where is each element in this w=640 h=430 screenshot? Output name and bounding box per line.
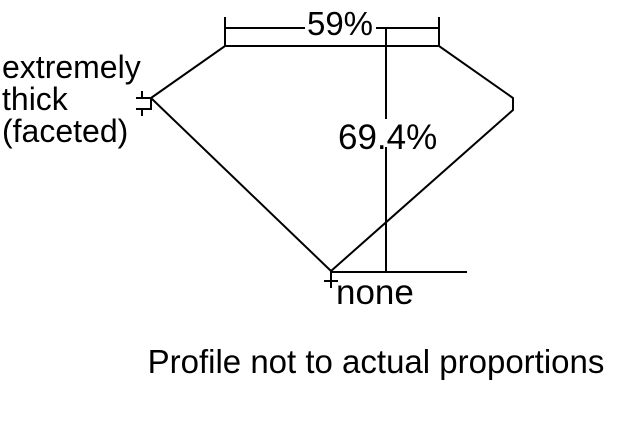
svg-text:none: none <box>336 273 414 312</box>
svg-text:thick: thick <box>2 81 69 117</box>
svg-text:extremely: extremely <box>2 49 141 85</box>
svg-text:69.4%: 69.4% <box>338 118 437 157</box>
svg-text:(faceted): (faceted) <box>2 113 128 149</box>
svg-text:Profile not to actual proporti: Profile not to actual proportions <box>148 343 605 380</box>
svg-text:59%: 59% <box>307 5 373 42</box>
